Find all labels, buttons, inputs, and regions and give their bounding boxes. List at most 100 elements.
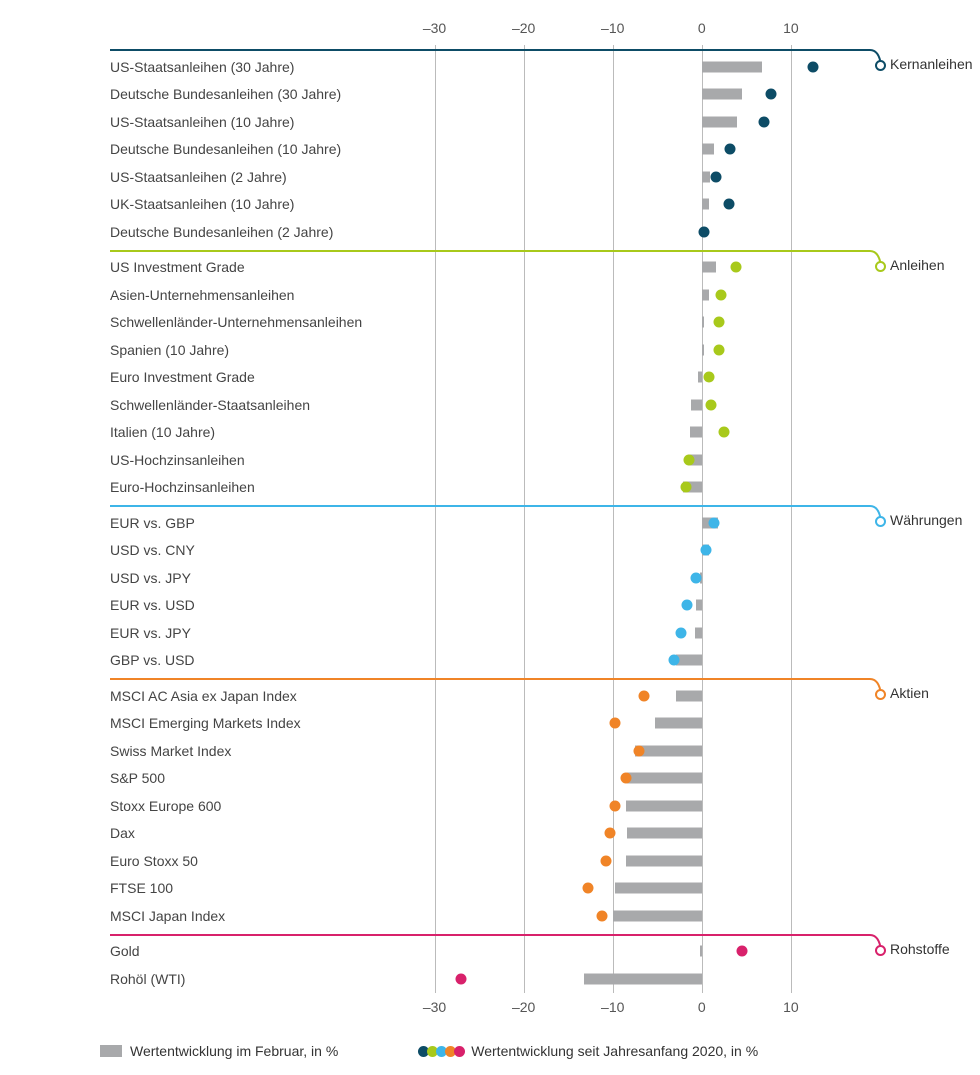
row-label: Euro Investment Grade	[110, 369, 255, 385]
bar	[702, 289, 709, 300]
row-label: EUR vs. GBP	[110, 515, 195, 531]
data-row: EUR vs. GBP	[100, 509, 900, 537]
bar	[626, 855, 702, 866]
data-row: Deutsche Bundesanleihen (30 Jahre)	[100, 81, 900, 109]
dot	[730, 262, 741, 273]
bar	[627, 773, 702, 784]
performance-chart: –30–20–10010 KernanleihenUS-Staatsanleih…	[100, 20, 900, 1024]
data-row: MSCI Emerging Markets Index	[100, 710, 900, 738]
axis-tick-label: 10	[783, 20, 799, 36]
row-label: US-Hochzinsanleihen	[110, 452, 245, 468]
dot	[715, 289, 726, 300]
bar	[702, 116, 737, 127]
data-row: Euro-Hochzinsanleihen	[100, 474, 900, 502]
bar	[626, 800, 702, 811]
data-row: MSCI AC Asia ex Japan Index	[100, 682, 900, 710]
data-row: Swiss Market Index	[100, 737, 900, 765]
data-row: US-Staatsanleihen (2 Jahre)	[100, 163, 900, 191]
dot	[705, 399, 716, 410]
row-label: GBP vs. USD	[110, 652, 195, 668]
legend-dots	[418, 1046, 463, 1057]
legend-dot-icon	[454, 1046, 465, 1057]
row-label: US Investment Grade	[110, 259, 245, 275]
row-label: MSCI AC Asia ex Japan Index	[110, 688, 297, 704]
group-header-rohstoffe: Rohstoffe	[100, 930, 900, 938]
data-row: EUR vs. JPY	[100, 619, 900, 647]
bar	[700, 946, 702, 957]
row-label: Gold	[110, 943, 140, 959]
data-row: Asien-Unternehmensanleihen	[100, 281, 900, 309]
dot	[456, 973, 467, 984]
dot	[621, 773, 632, 784]
row-label: Deutsche Bundesanleihen (2 Jahre)	[110, 224, 333, 240]
axis-tick-label: –30	[423, 20, 446, 36]
dot	[680, 482, 691, 493]
group-label-kernanleihen: Kernanleihen	[890, 56, 973, 72]
group-header-aktien: Aktien	[100, 674, 900, 682]
data-row: S&P 500	[100, 765, 900, 793]
row-label: Schwellenländer-Unternehmensanleihen	[110, 314, 362, 330]
bar	[613, 910, 702, 921]
axis-tick-label: –20	[512, 999, 535, 1015]
axis-tick-label: 10	[783, 999, 799, 1015]
data-row: MSCI Japan Index	[100, 902, 900, 930]
bar	[702, 61, 763, 72]
row-label: MSCI Emerging Markets Index	[110, 715, 301, 731]
legend: Wertentwicklung im Februar, in % Wertent…	[100, 1043, 900, 1059]
dot	[582, 883, 593, 894]
row-label: Deutsche Bundesanleihen (10 Jahre)	[110, 141, 341, 157]
row-label: Rohöl (WTI)	[110, 971, 185, 987]
data-row: UK-Staatsanleihen (10 Jahre)	[100, 191, 900, 219]
axis-tick-label: –30	[423, 999, 446, 1015]
data-row: GBP vs. USD	[100, 647, 900, 675]
data-row: Spanien (10 Jahre)	[100, 336, 900, 364]
dot	[684, 454, 695, 465]
row-label: Dax	[110, 825, 135, 841]
data-row: EUR vs. USD	[100, 592, 900, 620]
dot	[759, 116, 770, 127]
dot	[610, 800, 621, 811]
dot	[681, 600, 692, 611]
data-row: Deutsche Bundesanleihen (2 Jahre)	[100, 218, 900, 246]
row-label: EUR vs. USD	[110, 597, 195, 613]
data-row: US-Staatsanleihen (10 Jahre)	[100, 108, 900, 136]
dot	[605, 828, 616, 839]
row-label: MSCI Japan Index	[110, 908, 225, 924]
legend-bar-label: Wertentwicklung im Februar, in %	[130, 1043, 338, 1059]
axis-tick-label: –10	[601, 999, 624, 1015]
row-label: EUR vs. JPY	[110, 625, 191, 641]
dot	[724, 199, 735, 210]
dot	[713, 344, 724, 355]
group-label-waehrungen: Währungen	[890, 512, 962, 528]
row-label: Asien-Unternehmensanleihen	[110, 287, 294, 303]
dot	[669, 655, 680, 666]
group-header-waehrungen: Währungen	[100, 501, 900, 509]
legend-swatch-bar	[100, 1045, 122, 1057]
data-row: US-Hochzinsanleihen	[100, 446, 900, 474]
row-label: US-Staatsanleihen (2 Jahre)	[110, 169, 287, 185]
data-row: Italien (10 Jahre)	[100, 419, 900, 447]
dot	[736, 946, 747, 957]
bar	[691, 399, 702, 410]
axis-tick-label: –10	[601, 20, 624, 36]
bar	[676, 690, 702, 701]
bar	[702, 344, 704, 355]
group-divider	[110, 49, 870, 51]
bar	[702, 317, 705, 328]
row-label: US-Staatsanleihen (30 Jahre)	[110, 59, 294, 75]
dot	[698, 226, 709, 237]
data-row: Euro Stoxx 50	[100, 847, 900, 875]
dot	[711, 171, 722, 182]
dot	[713, 317, 724, 328]
row-label: Swiss Market Index	[110, 743, 231, 759]
row-label: Spanien (10 Jahre)	[110, 342, 229, 358]
data-row: Dax	[100, 820, 900, 848]
dot	[709, 517, 720, 528]
bar	[655, 718, 702, 729]
data-row: USD vs. CNY	[100, 537, 900, 565]
row-label: USD vs. CNY	[110, 542, 195, 558]
dot	[725, 144, 736, 155]
dot	[691, 572, 702, 583]
group-divider	[110, 678, 870, 680]
data-row: Schwellenländer-Unternehmensanleihen	[100, 309, 900, 337]
